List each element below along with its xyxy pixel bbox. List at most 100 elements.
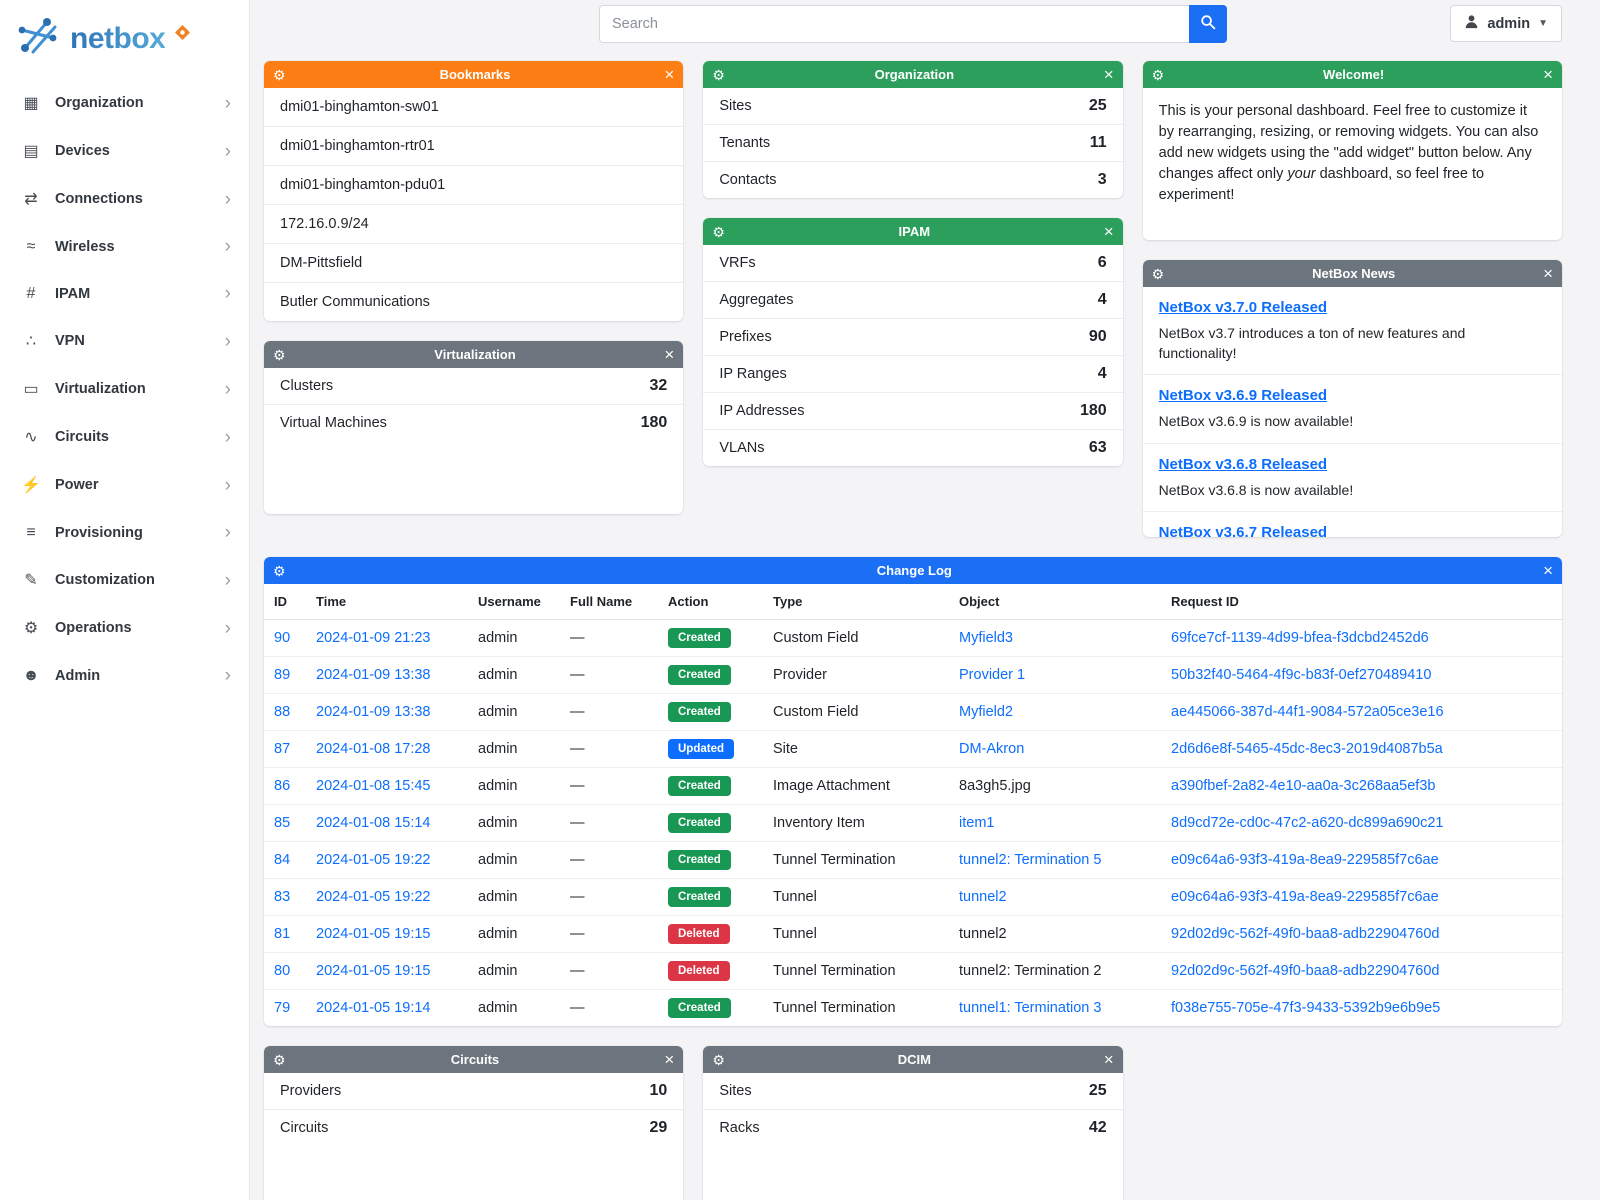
stat-label[interactable]: IP Addresses — [719, 403, 805, 419]
widget-config-icon[interactable]: ⚙ — [273, 346, 286, 363]
change-id-link[interactable]: 84 — [274, 852, 291, 868]
widget-close-icon[interactable]: × — [664, 1050, 675, 1069]
change-id-link[interactable]: 87 — [274, 741, 291, 757]
change-time-link[interactable]: 2024-01-05 19:15 — [316, 963, 431, 979]
widget-config-icon[interactable]: ⚙ — [1151, 66, 1165, 83]
stat-value[interactable]: 42 — [1088, 1119, 1107, 1136]
change-id-link[interactable]: 80 — [274, 963, 291, 979]
change-id-link[interactable]: 89 — [274, 667, 291, 683]
sidebar-item[interactable]: Provisioning › — [0, 509, 249, 556]
sidebar-item[interactable]: Customization › — [0, 556, 249, 604]
request-id-link[interactable]: e09c64a6-93f3-419a-8ea9-229585f7c6ae — [1171, 889, 1439, 905]
change-id-link[interactable]: 81 — [274, 926, 291, 942]
stat-label[interactable]: Providers — [280, 1083, 342, 1099]
netbox-logo[interactable]: netbox — [0, 0, 249, 75]
news-link[interactable]: NetBox v3.6.7 Released — [1158, 524, 1328, 537]
sidebar-item[interactable]: Circuits › — [0, 413, 249, 461]
widget-close-icon[interactable]: × — [664, 345, 675, 364]
bookmark-item[interactable]: dmi01-binghamton-rtr01 — [264, 126, 684, 165]
stat-label[interactable]: VLANs — [719, 440, 765, 456]
change-time-link[interactable]: 2024-01-09 13:38 — [316, 704, 431, 720]
change-time-link[interactable]: 2024-01-08 17:28 — [316, 741, 431, 757]
widget-config-icon[interactable]: ⚙ — [1151, 265, 1165, 282]
request-id-link[interactable]: 2d6d6e8f-5465-45dc-8ec3-2019d4087b5a — [1171, 741, 1443, 757]
change-id-link[interactable]: 85 — [274, 815, 291, 831]
change-id-link[interactable]: 86 — [274, 778, 291, 794]
user-menu-button[interactable]: admin ▼ — [1450, 5, 1562, 42]
sidebar-item[interactable]: Connections › — [0, 175, 249, 223]
news-link[interactable]: NetBox v3.7.0 Released — [1158, 299, 1328, 316]
request-id-link[interactable]: f038e755-705e-47f3-9433-5392b9e6b9e5 — [1171, 1000, 1441, 1016]
change-object[interactable]: tunnel2: Termination 5 — [959, 852, 1102, 868]
request-id-link[interactable]: 92d02d9c-562f-49f0-baa8-adb22904760d — [1171, 926, 1440, 942]
stat-value[interactable]: 25 — [1088, 97, 1107, 114]
change-object[interactable]: Provider 1 — [959, 667, 1026, 683]
stat-value[interactable]: 4 — [1097, 365, 1107, 382]
stat-value[interactable]: 29 — [649, 1119, 668, 1136]
request-id-link[interactable]: ae445066-387d-44f1-9084-572a05ce3e16 — [1171, 704, 1444, 720]
widget-close-icon[interactable]: × — [1103, 222, 1114, 241]
change-time-link[interactable]: 2024-01-08 15:14 — [316, 815, 431, 831]
stat-label[interactable]: Tenants — [719, 135, 771, 151]
change-time-link[interactable]: 2024-01-05 19:14 — [316, 1000, 431, 1016]
bookmark-item[interactable]: 172.16.0.9/24 — [264, 204, 684, 243]
stat-label[interactable]: IP Ranges — [719, 366, 787, 382]
widget-close-icon[interactable]: × — [1103, 1050, 1114, 1069]
bookmark-item[interactable]: Butler Communications — [264, 282, 684, 321]
bookmark-item[interactable]: dmi01-binghamton-sw01 — [280, 99, 439, 115]
search-button[interactable] — [1189, 4, 1227, 43]
widget-close-icon[interactable]: × — [1543, 561, 1553, 580]
sidebar-item[interactable]: Operations › — [0, 604, 249, 652]
sidebar-item[interactable]: Admin › — [0, 652, 249, 699]
stat-label[interactable]: Clusters — [280, 378, 334, 394]
request-id-link[interactable]: 8d9cd72e-cd0c-47c2-a620-dc899a690c21 — [1171, 815, 1444, 831]
sidebar-item[interactable]: Organization › — [0, 79, 249, 127]
change-object[interactable]: item1 — [959, 815, 995, 831]
widget-close-icon[interactable]: × — [1543, 65, 1553, 84]
sidebar-item[interactable]: IPAM › — [0, 270, 249, 317]
change-id-link[interactable]: 90 — [274, 630, 291, 646]
bookmark-item[interactable]: dmi01-binghamton-pdu01 — [264, 165, 684, 204]
change-object[interactable]: Myfield3 — [959, 630, 1013, 646]
widget-close-icon[interactable]: × — [1103, 65, 1114, 84]
stat-value[interactable]: 4 — [1097, 291, 1107, 308]
request-id-link[interactable]: e09c64a6-93f3-419a-8ea9-229585f7c6ae — [1171, 852, 1439, 868]
widget-config-icon[interactable]: ⚙ — [273, 562, 286, 579]
change-id-link[interactable]: 83 — [274, 889, 291, 905]
sidebar-item[interactable]: VPN › — [0, 317, 249, 365]
stat-value[interactable]: 32 — [649, 377, 668, 394]
request-id-link[interactable]: 92d02d9c-562f-49f0-baa8-adb22904760d — [1171, 963, 1440, 979]
sidebar-item[interactable]: Devices › — [0, 127, 249, 175]
request-id-link[interactable]: a390fbef-2a82-4e10-aa0a-3c268aa5ef3b — [1171, 778, 1436, 794]
sidebar-item[interactable]: Virtualization › — [0, 365, 249, 413]
stat-label[interactable]: Sites — [719, 1083, 752, 1099]
request-id-link[interactable]: 69fce7cf-1139-4d99-bfea-f3dcbd2452d6 — [1171, 630, 1429, 646]
stat-value[interactable]: 90 — [1088, 328, 1107, 345]
widget-close-icon[interactable]: × — [1543, 264, 1553, 283]
change-object[interactable]: Myfield2 — [959, 704, 1013, 720]
stat-label[interactable]: Prefixes — [719, 329, 772, 345]
sidebar-item[interactable]: Power › — [0, 461, 249, 509]
widget-config-icon[interactable]: ⚙ — [712, 66, 725, 83]
change-time-link[interactable]: 2024-01-05 19:15 — [316, 926, 431, 942]
stat-value[interactable]: 6 — [1097, 254, 1107, 271]
stat-value[interactable]: 3 — [1097, 171, 1107, 188]
change-time-link[interactable]: 2024-01-09 13:38 — [316, 667, 431, 683]
widget-config-icon[interactable]: ⚙ — [712, 1051, 725, 1068]
change-time-link[interactable]: 2024-01-05 19:22 — [316, 889, 431, 905]
change-object[interactable]: tunnel2 — [959, 889, 1007, 905]
news-link[interactable]: NetBox v3.6.8 Released — [1158, 455, 1328, 473]
widget-close-icon[interactable]: × — [664, 65, 675, 84]
change-id-link[interactable]: 79 — [274, 1000, 291, 1016]
stat-label[interactable]: Circuits — [280, 1120, 329, 1136]
stat-label[interactable]: VRFs — [719, 255, 756, 271]
stat-value[interactable]: 25 — [1088, 1082, 1107, 1099]
request-id-link[interactable]: 50b32f40-5464-4f9c-b83f-0ef270489410 — [1171, 667, 1432, 683]
sidebar-item[interactable]: Wireless › — [0, 223, 249, 270]
change-time-link[interactable]: 2024-01-05 19:22 — [316, 852, 431, 868]
news-link[interactable]: NetBox v3.6.9 Released — [1158, 387, 1328, 405]
bookmark-item[interactable]: DM-Pittsfield — [264, 243, 684, 282]
stat-label[interactable]: Sites — [719, 98, 752, 114]
stat-value[interactable]: 180 — [1079, 402, 1107, 419]
widget-config-icon[interactable]: ⚙ — [273, 66, 286, 83]
